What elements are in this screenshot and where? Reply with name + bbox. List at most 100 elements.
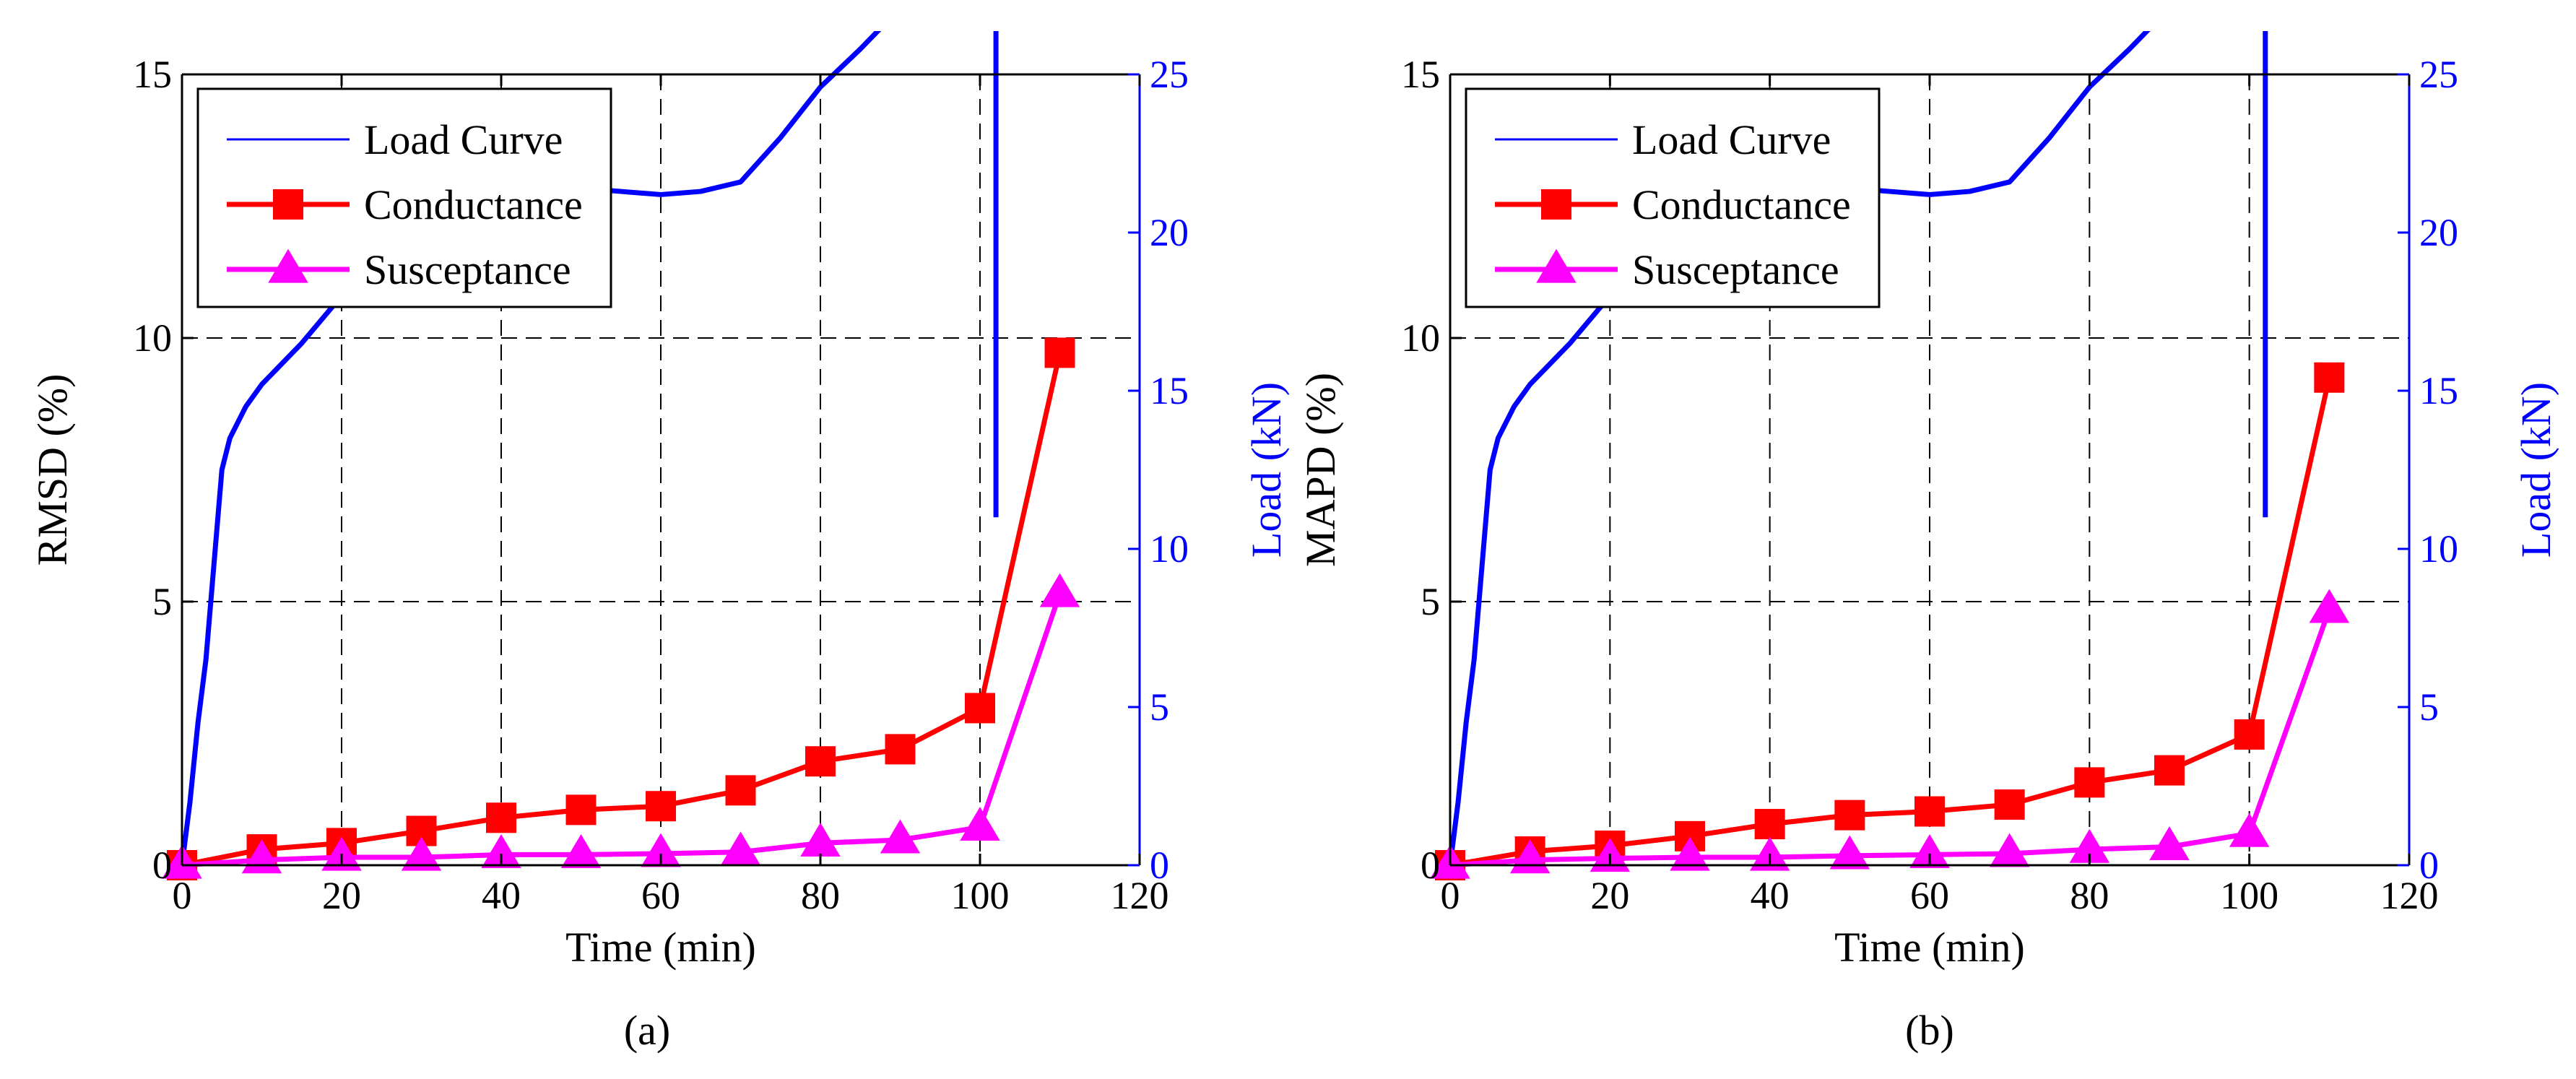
x-tick-label: 120 — [2380, 874, 2439, 917]
legend: Load Curve Conductance Susceptance — [1465, 87, 1881, 308]
susceptance-point — [2229, 812, 2270, 847]
legend-label: Conductance — [364, 181, 583, 228]
conductance-point — [2234, 719, 2265, 750]
x-tick-label: 0 — [1441, 874, 1460, 917]
x-tick-label: 40 — [1751, 874, 1790, 917]
legend-conductance: Conductance — [227, 181, 583, 228]
legend-swatch-marker — [1541, 189, 1571, 220]
legend-label: Load Curve — [1632, 116, 1831, 163]
susceptance-line — [181, 592, 1062, 868]
y2-tick-label: 20 — [1150, 211, 1189, 254]
y2-tick-label: 0 — [2419, 844, 2439, 887]
susceptance-point — [2309, 589, 2350, 623]
y-tick-label: 0 — [152, 844, 172, 887]
y2-axis-label: Load (kN) — [1243, 382, 1290, 558]
legend-label: Susceptance — [364, 246, 571, 293]
susceptance-point — [960, 807, 1000, 841]
y2-tick-label: 20 — [2419, 211, 2458, 254]
legend-conductance: Conductance — [1495, 181, 1851, 228]
conductance-point — [646, 791, 676, 822]
susceptance-series — [1430, 589, 2350, 879]
x-axis-label: Time (min) — [565, 924, 756, 971]
conductance-series — [167, 337, 1075, 880]
y-tick-label: 15 — [1401, 53, 1440, 96]
y2-tick-label: 15 — [2419, 369, 2458, 412]
y-axis-label: RMSD (%) — [29, 374, 76, 566]
conductance-point — [1994, 789, 2025, 820]
x-tick-label: 80 — [2070, 874, 2109, 917]
y-tick-label: 10 — [133, 316, 172, 360]
susceptance-point — [560, 834, 602, 868]
conductance-point — [2314, 362, 2345, 393]
susceptance-point — [1039, 573, 1080, 607]
y2-tick-label: 5 — [2419, 685, 2439, 729]
susceptance-point — [1829, 835, 1870, 870]
conductance-point — [885, 734, 916, 765]
x-tick-label: 60 — [1910, 874, 1949, 917]
conductance-line — [181, 352, 1062, 868]
x-tick-label: 20 — [322, 874, 361, 917]
x-tick-label: 100 — [951, 874, 1010, 917]
legend: Load Curve Conductance Susceptance — [196, 87, 612, 308]
legend-swatch-marker — [268, 248, 308, 283]
y2-tick-label: 25 — [1150, 53, 1189, 96]
conductance-point — [2074, 767, 2105, 798]
susceptance-point — [800, 822, 841, 857]
conductance-point — [565, 794, 597, 826]
y-tick-label: 15 — [133, 53, 172, 96]
x-tick-label: 120 — [1111, 874, 1169, 917]
legend-load-curve: Load Curve — [227, 116, 563, 163]
susceptance-line — [1449, 608, 2332, 868]
conductance-point — [1914, 796, 1945, 827]
susceptance-series — [162, 573, 1080, 879]
legend-load-curve: Load Curve — [1495, 116, 1831, 163]
legend-susceptance: Susceptance — [1495, 246, 1839, 293]
panel-caption: (a) — [624, 1007, 670, 1054]
y-tick-label: 5 — [1421, 580, 1440, 623]
susceptance-point — [880, 819, 921, 854]
x-axis-label: Time (min) — [1834, 924, 2025, 971]
legend-label: Susceptance — [1632, 246, 1839, 293]
x-tick-label: 20 — [1590, 874, 1629, 917]
y2-tick-label: 10 — [1150, 527, 1189, 571]
susceptance-point — [401, 836, 442, 871]
conductance-point — [1834, 800, 1865, 831]
y2-axis-label: Load (kN) — [2512, 382, 2559, 558]
legend-label: Load Curve — [364, 116, 563, 163]
y-tick-label: 0 — [1421, 844, 1440, 887]
x-tick-label: 80 — [801, 874, 840, 917]
susceptance-point — [2149, 826, 2190, 861]
y2-tick-label: 0 — [1150, 844, 1169, 887]
legend-swatch-marker — [1536, 248, 1577, 283]
conductance-point — [725, 775, 756, 806]
y2-tick-label: 15 — [1150, 369, 1189, 412]
conductance-point — [965, 693, 995, 724]
panel-caption: (b) — [1905, 1007, 1954, 1054]
legend-label: Conductance — [1632, 181, 1851, 228]
y2-tick-label: 25 — [2419, 53, 2458, 96]
susceptance-point — [1909, 834, 1950, 868]
conductance-line — [1449, 376, 2332, 868]
susceptance-point — [481, 834, 521, 868]
conductance-series — [1435, 362, 2345, 880]
y-tick-label: 5 — [152, 580, 172, 623]
susceptance-point — [1670, 836, 1710, 871]
conductance-point — [1754, 809, 1785, 840]
susceptance-point — [641, 833, 681, 867]
y-tick-label: 10 — [1401, 316, 1440, 360]
y-axis-label: MAPD (%) — [1297, 373, 1344, 567]
y2-tick-label: 10 — [2419, 527, 2458, 571]
y2-tick-label: 5 — [1150, 685, 1169, 729]
legend-susceptance: Susceptance — [227, 246, 571, 293]
conductance-point — [2154, 755, 2185, 786]
x-tick-label: 60 — [641, 874, 680, 917]
conductance-point — [1044, 337, 1075, 368]
conductance-point — [486, 802, 516, 833]
x-tick-label: 0 — [173, 874, 192, 917]
susceptance-point — [1989, 833, 2030, 867]
x-tick-label: 40 — [482, 874, 521, 917]
conductance-point — [805, 746, 836, 777]
